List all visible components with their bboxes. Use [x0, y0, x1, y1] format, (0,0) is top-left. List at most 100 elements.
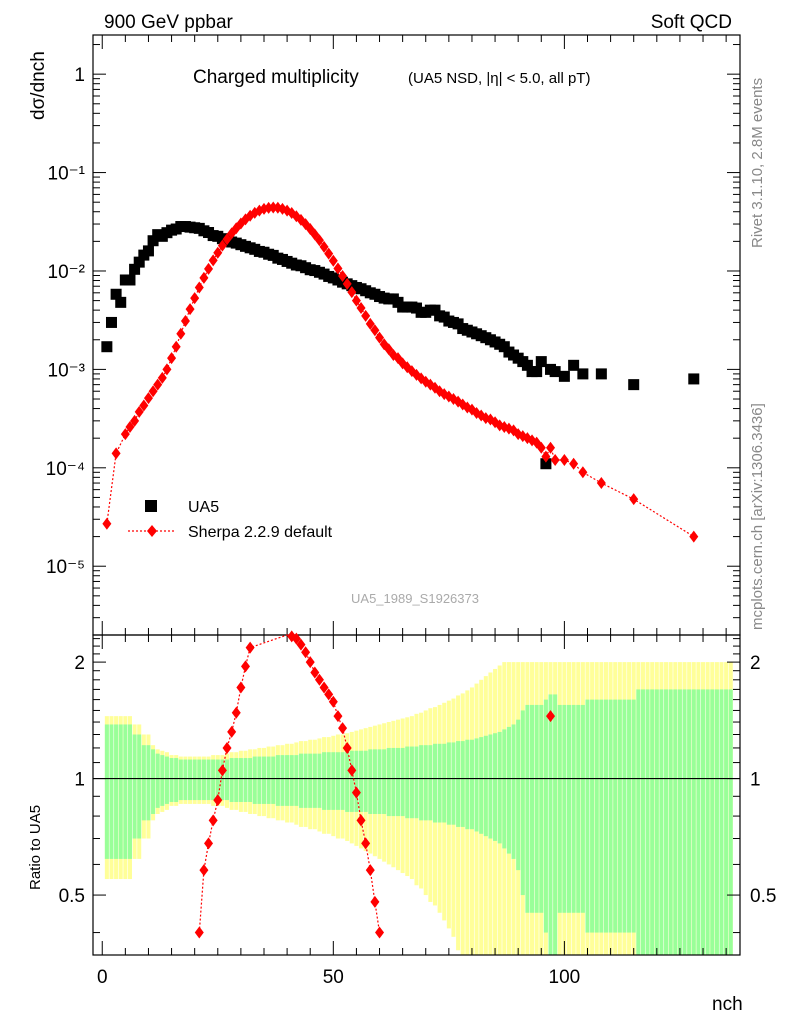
ratio-inner-band — [530, 704, 535, 913]
ratio-inner-band — [497, 731, 502, 844]
legend-ua5-marker — [145, 500, 157, 512]
ratio-inner-band — [506, 726, 511, 854]
ratio-inner-band — [571, 704, 576, 913]
ratio-inner-band — [151, 749, 156, 814]
sherpa-point — [541, 450, 551, 463]
ratio-inner-band — [585, 699, 590, 933]
sherpa-point — [536, 441, 546, 454]
ratio-sherpa-point — [236, 681, 246, 694]
ratio-inner-band — [502, 729, 507, 849]
ratio-sherpa-point — [194, 926, 204, 939]
ratio-inner-band — [465, 739, 470, 830]
main-title: Charged multiplicity — [193, 67, 359, 88]
sherpa-point — [139, 399, 149, 412]
ua5-point — [549, 366, 561, 378]
mcplots-label: mcplots.cern.ch [arXiv:1306.3436] — [749, 403, 766, 630]
ua5-point — [124, 274, 136, 286]
ratio-inner-band — [442, 743, 447, 823]
ratio-inner-band — [192, 759, 197, 801]
sherpa-point — [120, 428, 130, 441]
ratio-inner-band — [719, 689, 724, 955]
ratio-inner-band — [345, 750, 350, 812]
sherpa-point — [546, 441, 556, 454]
ratio-inner-band — [289, 755, 294, 806]
ratio-y-tick-label-right: 2 — [750, 653, 761, 674]
ratio-inner-band — [548, 694, 553, 955]
ratio-inner-band — [437, 743, 442, 823]
sherpa-point — [162, 363, 172, 376]
ratio-y-tick-label: 0.5 — [59, 886, 85, 907]
sherpa-point — [319, 240, 329, 253]
ratio-inner-band — [460, 741, 465, 827]
ua5-point — [568, 359, 580, 371]
ua5-point — [110, 288, 122, 300]
main-y-tick-label: 10⁻² — [48, 262, 86, 283]
sherpa-point — [194, 281, 204, 294]
ratio-inner-band — [298, 753, 303, 808]
sherpa-point — [213, 246, 223, 259]
ratio-y-axis-label: Ratio to UA5 — [27, 805, 44, 890]
legend: UA5 Sherpa 2.2.9 default — [128, 499, 333, 541]
ratio-inner-band — [294, 755, 299, 806]
ratio-sherpa-point — [338, 722, 348, 735]
ratio-inner-band — [520, 710, 525, 896]
ratio-inner-band — [456, 741, 461, 827]
ratio-inner-band — [169, 758, 174, 802]
ratio-plot-panel: 0 50 100 0.5 0.5 1 1 2 2 Ratio to UA5 nch — [27, 630, 776, 1015]
ratio-inner-band — [197, 759, 202, 801]
ratio-frame — [92, 634, 741, 956]
ratio-inner-band — [141, 745, 146, 821]
ratio-inner-band — [696, 689, 701, 955]
ua5-point — [521, 359, 533, 371]
ratio-inner-band — [317, 753, 322, 808]
sherpa-point — [176, 327, 186, 340]
ratio-inner-band — [405, 746, 410, 819]
header-left-label: 900 GeV ppbar — [104, 12, 234, 33]
ratio-inner-band — [516, 719, 521, 871]
ratio-inner-band — [211, 759, 216, 801]
ratio-inner-band — [132, 734, 137, 839]
ratio-inner-band — [603, 699, 608, 933]
ratio-inner-band — [414, 746, 419, 819]
ratio-inner-band — [640, 689, 645, 955]
main-y-tick-label: 10⁻³ — [48, 360, 86, 381]
ua5-point — [115, 296, 127, 308]
sherpa-point — [370, 324, 380, 337]
ratio-x-tick-label: 100 — [549, 967, 581, 988]
sherpa-point — [365, 317, 375, 330]
ratio-inner-band — [229, 758, 234, 802]
sherpa-point — [333, 262, 343, 275]
ratio-inner-band — [266, 756, 271, 804]
ratio-inner-band — [525, 704, 530, 913]
ratio-inner-band — [243, 758, 248, 802]
ratio-sherpa-point — [301, 646, 311, 659]
ratio-sherpa-point — [361, 837, 371, 850]
ratio-sherpa-point — [319, 681, 329, 694]
legend-sherpa-marker — [147, 525, 157, 537]
ratio-inner-band — [377, 749, 382, 814]
sherpa-point — [559, 454, 569, 467]
sherpa-point — [102, 517, 112, 530]
ratio-inner-band — [608, 699, 613, 933]
ratio-inner-band — [331, 752, 336, 810]
ua5-point — [577, 368, 589, 380]
sherpa-point — [204, 262, 214, 275]
ratio-inner-band — [183, 759, 188, 801]
ratio-sherpa-point — [347, 764, 357, 777]
legend-sherpa-label: Sherpa 2.2.9 default — [188, 524, 333, 541]
ratio-inner-band — [664, 689, 669, 955]
ratio-inner-band — [104, 724, 109, 859]
ua5-point — [688, 373, 700, 385]
ratio-inner-band — [201, 759, 206, 801]
ratio-inner-band — [451, 742, 456, 825]
main-y-tick-label: 10⁻¹ — [48, 164, 86, 185]
ratio-inner-band — [391, 747, 396, 817]
sherpa-point — [356, 302, 366, 315]
ratio-inner-band — [469, 739, 474, 830]
ratio-inner-band — [225, 759, 230, 801]
ratio-inner-band — [691, 689, 696, 955]
ratio-inner-band — [137, 734, 142, 839]
ua5-point — [535, 356, 547, 368]
ratio-sherpa-point — [245, 641, 255, 654]
